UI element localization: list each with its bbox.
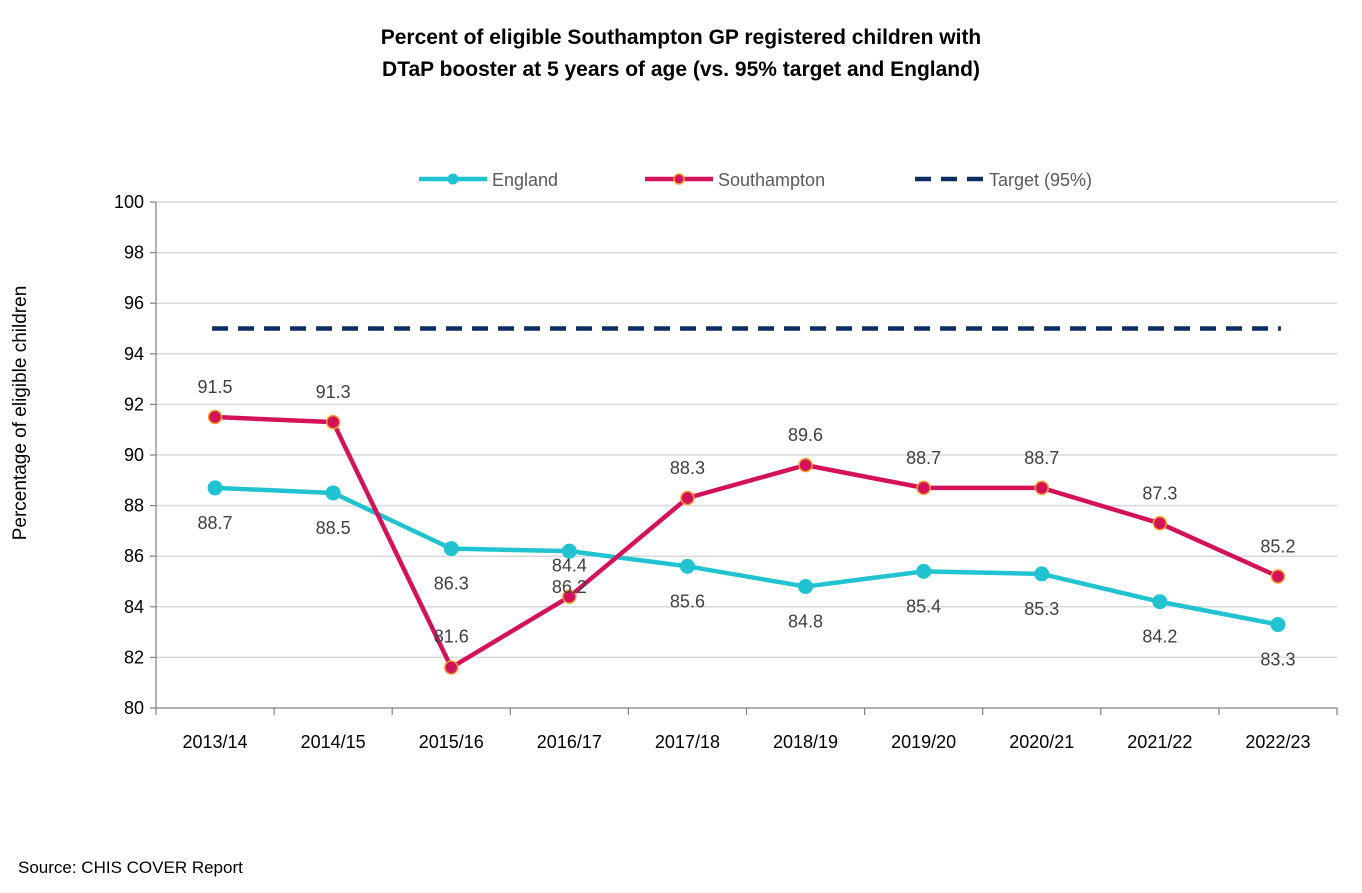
southampton-data-label: 87.3 (1142, 483, 1177, 503)
data-labels: 88.7 88.5 86.3 86.2 85.6 84.8 85.4 85.3 84.2 83.3… (198, 377, 1296, 669)
y-tick-label: 84 (124, 597, 144, 617)
england-line (214, 485, 1279, 627)
southampton-point (562, 589, 577, 604)
series-group (207, 326, 1286, 675)
england-point (798, 579, 814, 595)
southampton-data-label: 81.6 (434, 627, 469, 647)
southampton-point (1270, 569, 1286, 584)
y-tick-label: 86 (124, 546, 144, 566)
southampton-point (325, 414, 341, 430)
england-point (207, 480, 223, 496)
chart-title: Percent of eligible Southampton GP regis… (0, 22, 1362, 86)
england-data-label: 88.5 (316, 518, 351, 538)
southampton-point (798, 457, 813, 473)
x-tick-label: 2013/14 (183, 732, 248, 752)
legend-target-label: Target (95%) (989, 170, 1092, 190)
y-axis-label: Percentage of eligible children (10, 286, 31, 541)
x-tick-label: 2022/23 (1245, 732, 1310, 752)
england-data-label: 85.6 (670, 591, 705, 611)
southampton-point (916, 480, 931, 496)
england-point (679, 558, 695, 574)
southampton-data-label: 88.3 (670, 458, 705, 478)
y-tick-label: 94 (124, 344, 144, 364)
y-tick-label: 80 (124, 698, 144, 718)
x-tick-label: 2015/16 (419, 732, 484, 752)
england-data-label: 84.2 (1142, 627, 1177, 647)
england-point (1034, 566, 1050, 582)
england-data-label: 85.3 (1024, 599, 1059, 619)
axes: 80 82 84 86 88 90 92 94 96 98 100 2013/14 2014/15 201… (114, 192, 1338, 752)
legend-southampton-label: Southampton (718, 170, 825, 190)
legend-england-label: England (492, 170, 558, 190)
legend-southampton-marker (673, 173, 685, 185)
southampton-data-label: 88.7 (906, 448, 941, 468)
source-note: Source: CHIS COVER Report (18, 858, 243, 877)
gridlines (156, 201, 1337, 659)
england-point (916, 563, 932, 579)
england-point (325, 485, 341, 501)
southampton-line (214, 414, 1279, 670)
x-tick-label: 2017/18 (655, 732, 720, 752)
england-data-label: 86.2 (552, 577, 587, 597)
y-tick-label: 96 (124, 293, 144, 313)
southampton-point (207, 409, 223, 425)
southampton-point (444, 660, 459, 675)
chart-title-line1: Percent of eligible Southampton GP regis… (380, 26, 982, 49)
england-data-label: 84.8 (788, 612, 823, 632)
southampton-point (1034, 480, 1049, 496)
southampton-point (680, 490, 695, 506)
y-tick-label: 92 (124, 394, 144, 414)
england-data-label: 86.3 (434, 574, 469, 594)
southampton-data-label: 88.7 (1024, 448, 1059, 468)
southampton-data-label: 84.4 (552, 556, 587, 576)
legend: England Southampton Target (95%) (419, 170, 1092, 190)
x-tick-label: 2021/22 (1127, 732, 1192, 752)
southampton-data-label: 91.3 (316, 382, 351, 402)
y-tick-label: 98 (124, 243, 144, 263)
y-tick-label: 90 (124, 445, 144, 465)
x-tick-label: 2014/15 (301, 732, 366, 752)
legend-england-marker (447, 173, 459, 185)
england-point (443, 541, 459, 557)
england-point (1152, 594, 1168, 610)
x-tick-label: 2016/17 (537, 732, 602, 752)
x-tick-label: 2020/21 (1009, 732, 1074, 752)
southampton-point (1152, 516, 1168, 531)
england-data-label: 88.7 (198, 513, 233, 533)
y-tick-label: 88 (124, 496, 144, 516)
y-tick-label: 100 (114, 192, 144, 212)
southampton-data-label: 85.2 (1260, 536, 1295, 556)
southampton-data-label: 91.5 (198, 377, 233, 397)
southampton-data-label: 89.6 (788, 425, 823, 445)
england-data-label: 85.4 (906, 596, 941, 616)
england-data-label: 83.3 (1260, 650, 1295, 670)
england-point (1270, 617, 1286, 633)
chart-title-line2: DTaP booster at 5 years of age (vs. 95% … (382, 58, 980, 81)
x-tick-label: 2019/20 (891, 732, 956, 752)
england-point (561, 543, 577, 559)
x-tick-label: 2018/19 (773, 732, 838, 752)
y-tick-label: 82 (124, 647, 144, 667)
